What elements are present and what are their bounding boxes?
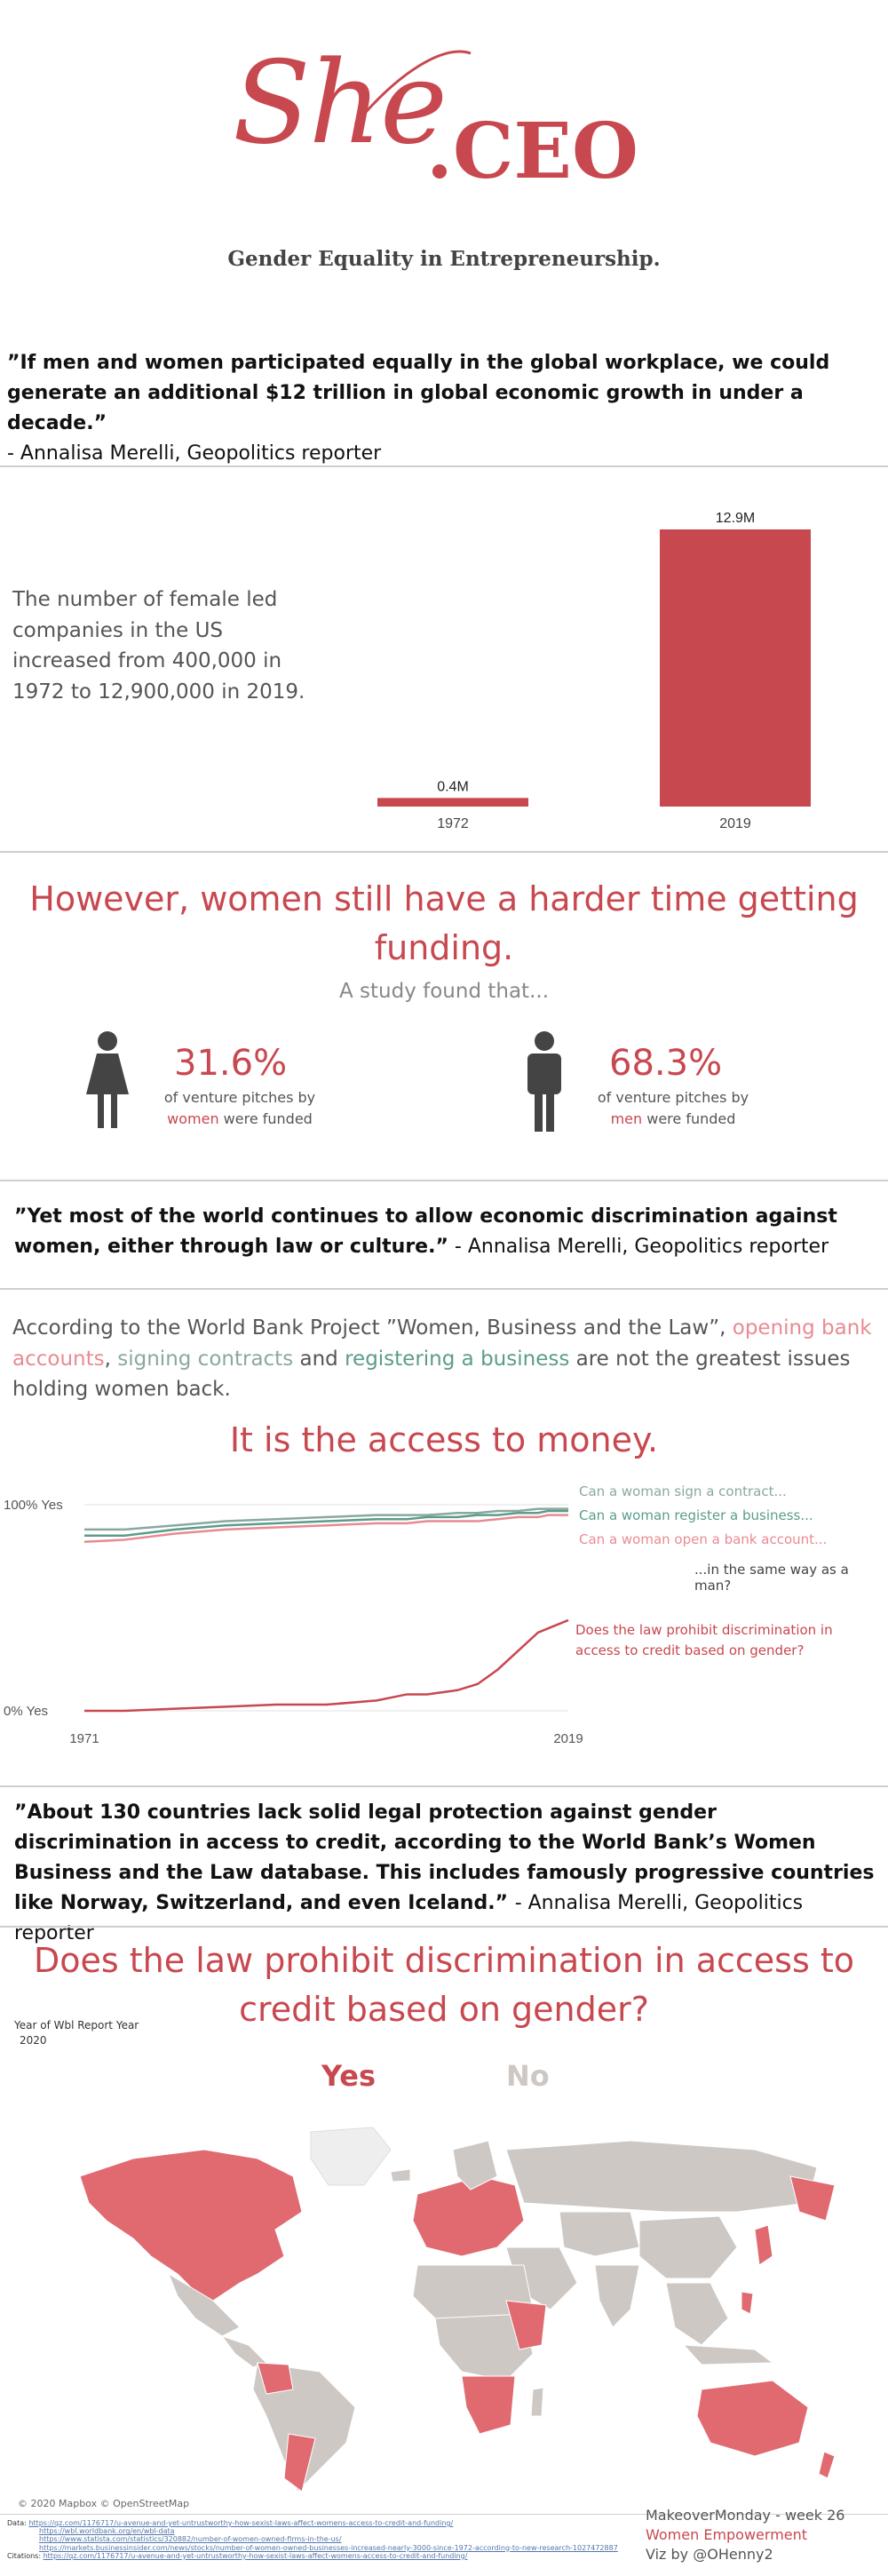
bar-data-label: 0.4M: [437, 779, 469, 794]
legend-register-text: Can a woman register a business...: [579, 1507, 813, 1523]
funding-intro: A study found that...: [0, 980, 888, 1003]
legend-same: ...in the same way as a man?: [694, 1562, 888, 1594]
quote-2-author: - Annalisa Merelli, Geopolitics reporter: [448, 1236, 829, 1258]
footer-data-row: Data: https://qz.com/1176717/u-avenue-an…: [7, 2519, 629, 2527]
legend-contract: Can a woman sign a contract...: [579, 1483, 787, 1499]
worldbank-text-3: and: [293, 1348, 345, 1371]
bar-2019[interactable]: [660, 529, 811, 807]
y-tick-label: 100% Yes: [4, 1498, 63, 1513]
bar-category-label: 2019: [719, 816, 751, 831]
map-region-europe: [413, 2176, 524, 2256]
map-region-china: [639, 2216, 737, 2278]
female-companies-bar-chart: 0.4M 1972 12.9M 2019: [355, 497, 852, 835]
bar-category-label: 1972: [437, 816, 469, 831]
footer-link[interactable]: https://wbl.worldbank.org/en/wbl-data: [7, 2527, 629, 2535]
y-tick-label: 0% Yes: [4, 1704, 48, 1719]
divider: [0, 1785, 888, 1787]
map-region-philippines: [741, 2292, 753, 2314]
legend-register: Can a woman register a business...: [579, 1507, 813, 1523]
map-region-greenland: [311, 2127, 391, 2185]
bar-1972[interactable]: [377, 798, 528, 807]
x-tick-label: 1971: [69, 1731, 99, 1746]
footer-citations-label: Citations:: [7, 2552, 41, 2560]
quote-1-author: - Annalisa Merelli, Geopolitics reporter: [7, 442, 381, 465]
map-attribution: © 2020 Mapbox © OpenStreetMap: [18, 2498, 189, 2509]
footer-theme: Women Empowerment: [646, 2526, 807, 2543]
men-caption-line1: of venture pitches by: [598, 1089, 749, 1106]
worldbank-text-1: According to the World Bank Project ”Wom…: [12, 1316, 733, 1340]
footer-link[interactable]: https://qz.com/1176717/u-avenue-and-yet-…: [28, 2519, 453, 2527]
series-line-2[interactable]: [84, 1515, 568, 1542]
male-icon: [524, 1030, 565, 1133]
map-region-new-zealand: [819, 2452, 835, 2478]
legend-no[interactable]: No: [506, 2059, 550, 2093]
divider: [0, 1926, 888, 1928]
access-money-headline: It is the access to money.: [0, 1416, 888, 1465]
footer-makeover: MakeoverMonday - week 26: [646, 2507, 844, 2524]
footer-data-label: Data:: [7, 2519, 27, 2527]
series-line-1[interactable]: [84, 1511, 568, 1536]
map-region-iceland: [391, 2169, 410, 2182]
year-filter-value[interactable]: 2020: [20, 2034, 47, 2047]
highlight-registering-business: registering a business: [345, 1348, 569, 1371]
women-caption-line2: were funded: [219, 1110, 313, 1127]
legend-bank: Can a woman open a bank account...: [579, 1531, 827, 1547]
divider: [0, 465, 888, 467]
women-caption-line1: of venture pitches by: [164, 1089, 315, 1106]
quote-1-text: ”If men and women participated equally i…: [7, 352, 829, 434]
men-funded-caption: of venture pitches by men were funded: [593, 1087, 753, 1130]
divider: [0, 1180, 888, 1181]
map-region-indonesia: [684, 2345, 773, 2365]
highlight-signing-contracts: signing contracts: [117, 1348, 293, 1371]
legend-yes[interactable]: Yes: [321, 2059, 376, 2093]
bar-data-label: 12.9M: [716, 511, 755, 526]
women-funded-pct: 31.6%: [174, 1043, 287, 1084]
map-region-australia: [697, 2381, 808, 2456]
men-caption-line2: were funded: [642, 1110, 735, 1127]
footer-sources: Data: https://qz.com/1176717/u-avenue-an…: [7, 2519, 629, 2560]
funding-headline: However, women still have a harder time …: [0, 875, 888, 973]
map-region-central-asia: [559, 2212, 639, 2256]
footer-link[interactable]: https://www.statista.com/statistics/3208…: [7, 2535, 629, 2543]
legend-credit: Does the law prohibit discrimination in …: [575, 1620, 868, 1660]
footer-citation-row: Citations: https://qz.com/1176717/u-aven…: [7, 2552, 629, 2560]
footer-citation-link[interactable]: https://qz.com/1176717/u-avenue-and-yet-…: [44, 2552, 468, 2560]
women-funded-caption: of venture pitches by women were funded: [160, 1087, 320, 1130]
map-region-southeast-asia: [666, 2283, 728, 2345]
footer-viz-credit: Viz by @OHenny2: [646, 2546, 773, 2563]
series-line-3[interactable]: [84, 1620, 568, 1711]
divider: [0, 1288, 888, 1290]
worldbank-text-2: ,: [105, 1348, 118, 1371]
footer-link[interactable]: https://markets.businessinsider.com/news…: [7, 2544, 629, 2552]
map-region-russia: [506, 2141, 817, 2212]
quote-1: ”If men and women participated equally i…: [7, 348, 882, 469]
worldbank-paragraph: According to the World Bank Project ”Wom…: [12, 1313, 878, 1405]
map-region-japan: [755, 2225, 773, 2265]
map-region-north-america: [80, 2150, 302, 2301]
map-region-madagascar: [531, 2388, 543, 2416]
companies-description: The number of female led companies in th…: [12, 584, 314, 707]
map-region-alaska-east: [790, 2176, 835, 2221]
divider: [0, 851, 888, 853]
map-region-india: [595, 2265, 639, 2327]
map-region-southern-africa: [462, 2376, 515, 2434]
year-filter-label: Year of Wbl Report Year: [14, 2019, 139, 2031]
subtitle: Gender Equality in Entrepreneurship.: [0, 247, 888, 271]
women-caption-highlight: women: [167, 1110, 218, 1127]
female-icon: [84, 1030, 131, 1130]
world-map[interactable]: [62, 2123, 844, 2496]
quote-2: ”Yet most of the world continues to allo…: [14, 1202, 880, 1262]
legend-bank-text: Can a woman open a bank account...: [579, 1531, 827, 1547]
men-funded-pct: 68.3%: [609, 1043, 722, 1084]
men-caption-highlight: men: [611, 1110, 643, 1127]
logo-swash: [320, 36, 497, 142]
x-tick-label: 2019: [553, 1731, 583, 1746]
